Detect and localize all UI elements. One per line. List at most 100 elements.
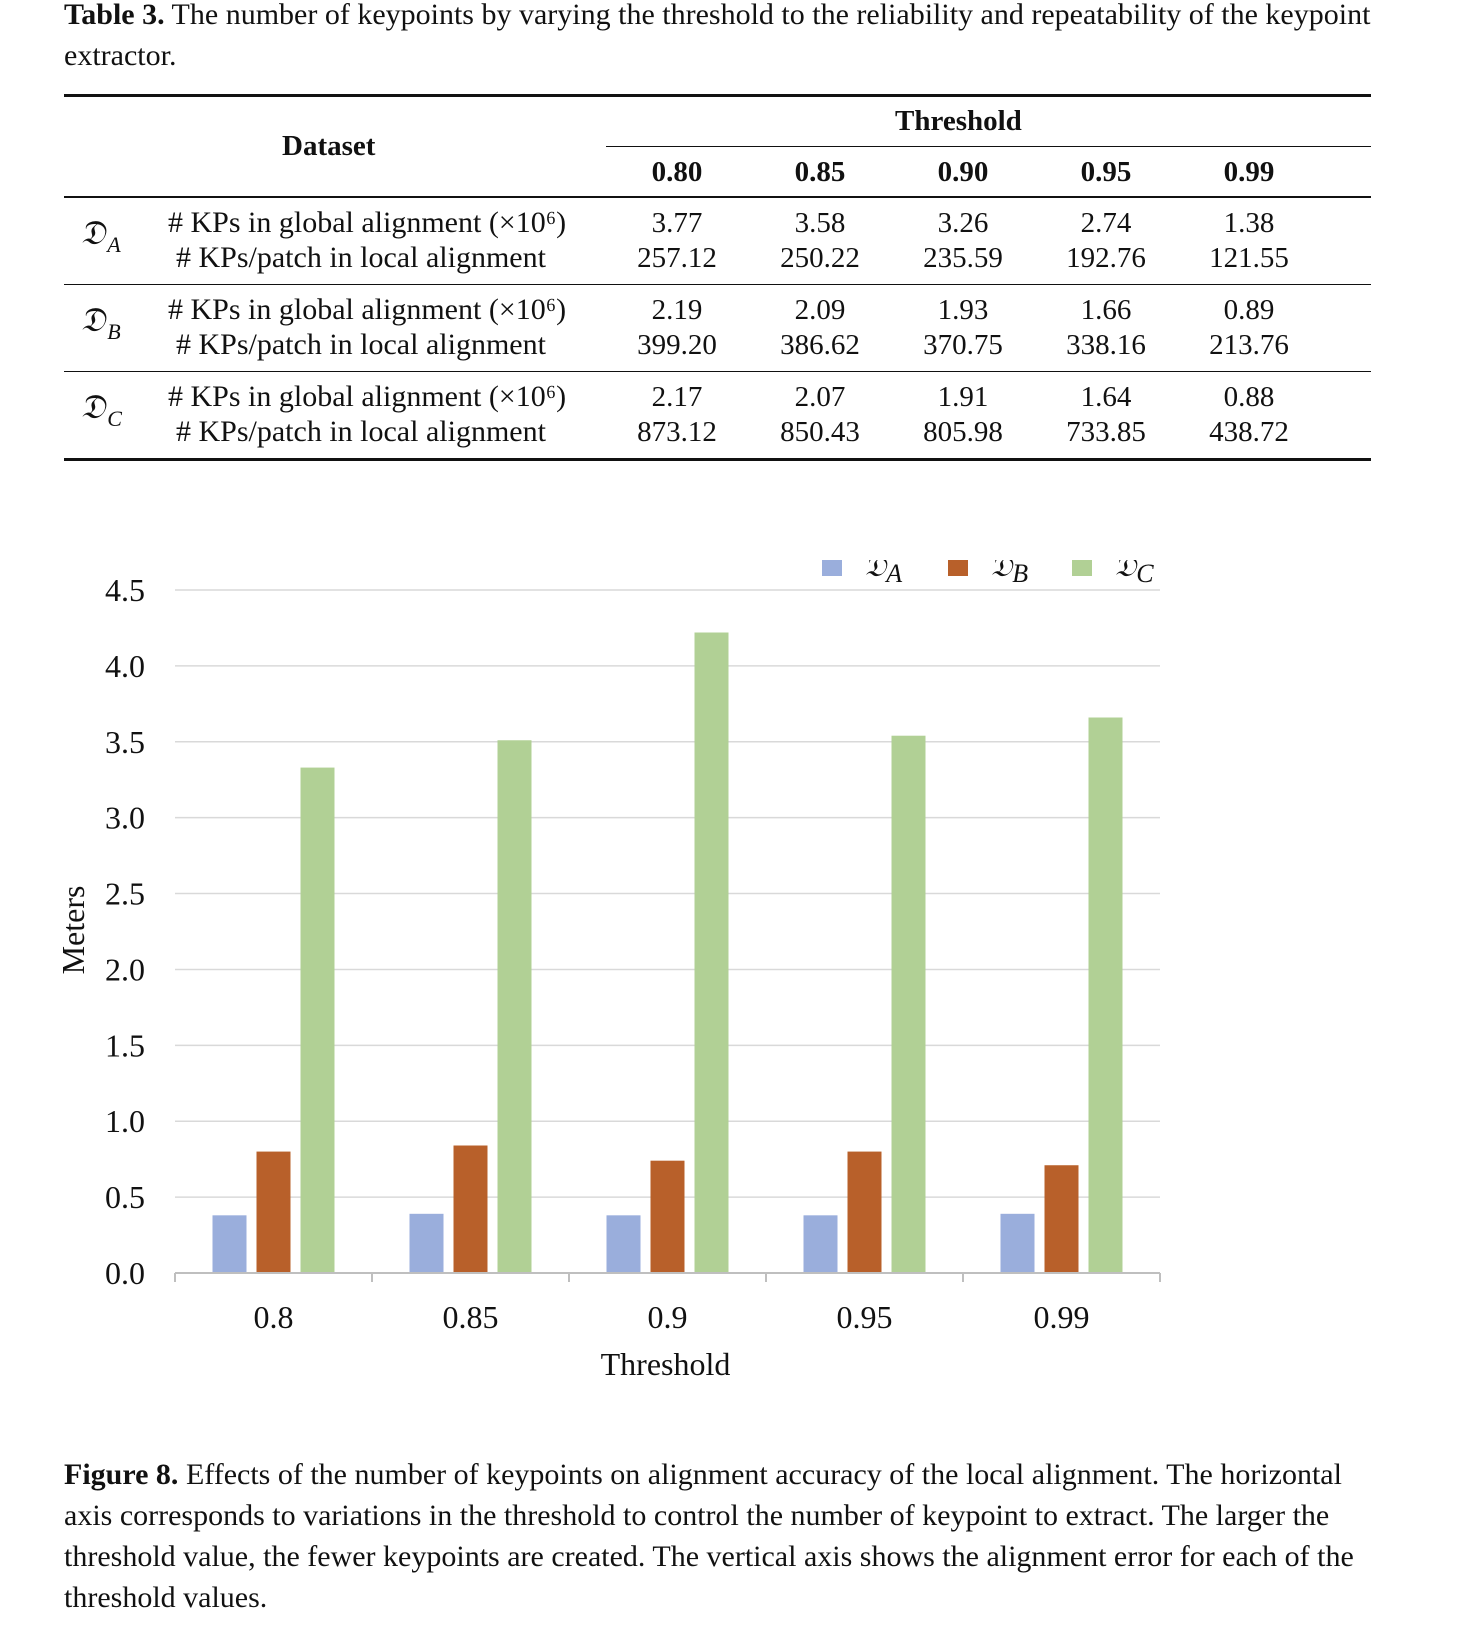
legend-label: 𝔇C bbox=[1114, 560, 1154, 588]
dataset-symbol: 𝔇B bbox=[80, 302, 121, 344]
row-label-global: # KPs in global alignment (×10⁶) bbox=[168, 380, 567, 413]
y-tick-label: 2.0 bbox=[105, 951, 145, 987]
table-top-rule bbox=[64, 94, 1371, 97]
threshold-col-header: 0.95 bbox=[1080, 156, 1132, 188]
header-rule bbox=[64, 196, 1371, 198]
figure-caption-text: Effects of the number of keypoints on al… bbox=[64, 1458, 1354, 1614]
bar-B bbox=[650, 1160, 685, 1273]
legend-swatch bbox=[1072, 560, 1092, 576]
bar-C bbox=[1088, 717, 1123, 1273]
bar-C bbox=[497, 740, 532, 1273]
table-cell: 438.72 bbox=[1209, 416, 1289, 448]
bar-A bbox=[1000, 1213, 1035, 1273]
table-cell: 399.20 bbox=[637, 329, 717, 361]
y-tick-label: 0.5 bbox=[105, 1179, 145, 1215]
bar-B bbox=[256, 1151, 291, 1273]
bar-A bbox=[606, 1215, 641, 1273]
x-tick-label: 0.85 bbox=[443, 1299, 499, 1335]
table-cell: 386.62 bbox=[780, 329, 860, 361]
table-cell: 250.22 bbox=[780, 242, 860, 274]
threshold-col-header: 0.90 bbox=[937, 156, 989, 188]
table-cell: 2.07 bbox=[794, 381, 846, 413]
y-tick-label: 1.0 bbox=[105, 1103, 145, 1139]
table-cell: 0.89 bbox=[1223, 294, 1275, 326]
table-cell: 805.98 bbox=[923, 416, 1003, 448]
table-cell: 3.26 bbox=[937, 207, 989, 239]
bar-A bbox=[212, 1215, 247, 1273]
table-caption-text: The number of keypoints by varying the t… bbox=[64, 0, 1371, 72]
bar-C bbox=[300, 767, 335, 1273]
bar-A bbox=[803, 1215, 838, 1273]
table-cell: 213.76 bbox=[1209, 329, 1289, 361]
table-cell: 3.77 bbox=[651, 207, 703, 239]
dataset-symbol: 𝔇C bbox=[80, 389, 122, 431]
bar-B bbox=[453, 1145, 488, 1273]
table-cell: 1.64 bbox=[1080, 381, 1132, 413]
threshold-header: Threshold bbox=[895, 105, 1022, 137]
threshold-subrule bbox=[606, 146, 1371, 147]
table-cell: 235.59 bbox=[923, 242, 1003, 274]
table-cell: 1.38 bbox=[1223, 207, 1275, 239]
table-cell: 3.58 bbox=[794, 207, 846, 239]
row-label-local: # KPs/patch in local alignment bbox=[176, 415, 546, 448]
row-label-local: # KPs/patch in local alignment bbox=[176, 241, 546, 274]
dataset-header: Dataset bbox=[282, 130, 376, 162]
row-label-local: # KPs/patch in local alignment bbox=[176, 328, 546, 361]
bar-chart: 0.0 0.5 1.0 1.5 2.0 2.5 3.0 3.5 4.0 4.5 0.8 0.85 0.9… bbox=[55, 560, 1161, 1382]
table-cell: 1.93 bbox=[937, 294, 989, 326]
table-cell: 338.16 bbox=[1066, 329, 1146, 361]
y-tick-label: 3.5 bbox=[105, 724, 145, 760]
y-tick-label: 4.5 bbox=[105, 572, 145, 608]
bar-A bbox=[409, 1213, 444, 1273]
table-bottom-rule bbox=[64, 458, 1371, 461]
x-tick-label: 0.95 bbox=[837, 1299, 893, 1335]
table-cell: 1.66 bbox=[1080, 294, 1132, 326]
y-axis-label: Meters bbox=[55, 886, 91, 975]
table-cell: 733.85 bbox=[1066, 416, 1146, 448]
x-axis-label: Threshold bbox=[601, 1346, 731, 1382]
table-caption-label: Table 3. bbox=[64, 0, 165, 31]
y-tick-label: 1.5 bbox=[105, 1027, 145, 1063]
row-label-global: # KPs in global alignment (×10⁶) bbox=[168, 206, 567, 239]
threshold-col-header: 0.99 bbox=[1223, 156, 1275, 188]
table-cell: 850.43 bbox=[780, 416, 860, 448]
threshold-col-header: 0.80 bbox=[651, 156, 703, 188]
table-cell: 257.12 bbox=[637, 242, 717, 274]
table-cell: 0.88 bbox=[1223, 381, 1275, 413]
bars bbox=[212, 632, 1123, 1273]
table-cell: 2.74 bbox=[1080, 207, 1132, 239]
table-cell: 370.75 bbox=[923, 329, 1003, 361]
figure-caption: Figure 8. Effects of the number of keypo… bbox=[64, 1454, 1374, 1618]
legend-label: 𝔇A bbox=[864, 560, 902, 588]
bar-C bbox=[891, 735, 926, 1273]
bar-C bbox=[694, 632, 729, 1273]
table-cell: 192.76 bbox=[1066, 242, 1146, 274]
legend: 𝔇A 𝔇B 𝔇C bbox=[822, 560, 1154, 588]
table-cell: 2.19 bbox=[651, 294, 703, 326]
row-rule-2 bbox=[64, 371, 1371, 372]
legend-swatch bbox=[822, 560, 842, 576]
x-tick-label: 0.9 bbox=[648, 1299, 688, 1335]
grid bbox=[175, 589, 1160, 1198]
table-cell: 121.55 bbox=[1209, 242, 1289, 274]
table-caption: Table 3. The number of keypoints by vary… bbox=[64, 0, 1374, 76]
bar-B bbox=[1044, 1165, 1079, 1273]
legend-label: 𝔇B bbox=[990, 560, 1028, 588]
y-tick-label: 2.5 bbox=[105, 876, 145, 912]
table-cell: 873.12 bbox=[637, 416, 717, 448]
bar-B bbox=[847, 1151, 882, 1273]
figure-caption-label: Figure 8. bbox=[64, 1458, 179, 1491]
x-tick-label: 0.8 bbox=[254, 1299, 294, 1335]
dataset-symbol: 𝔇A bbox=[80, 215, 121, 257]
row-rule-1 bbox=[64, 284, 1371, 285]
table-cell: 2.09 bbox=[794, 294, 846, 326]
y-tick-label: 3.0 bbox=[105, 800, 145, 836]
threshold-col-header: 0.85 bbox=[794, 156, 846, 188]
axes: 0.0 0.5 1.0 1.5 2.0 2.5 3.0 3.5 4.0 4.5 0.8 0.85 0.9… bbox=[55, 572, 1161, 1382]
y-tick-label: 0.0 bbox=[105, 1255, 145, 1291]
legend-swatch bbox=[948, 560, 968, 576]
x-tick-label: 0.99 bbox=[1034, 1299, 1090, 1335]
y-tick-label: 4.0 bbox=[105, 648, 145, 684]
table-cell: 1.91 bbox=[937, 381, 989, 413]
table-cell: 2.17 bbox=[651, 381, 703, 413]
